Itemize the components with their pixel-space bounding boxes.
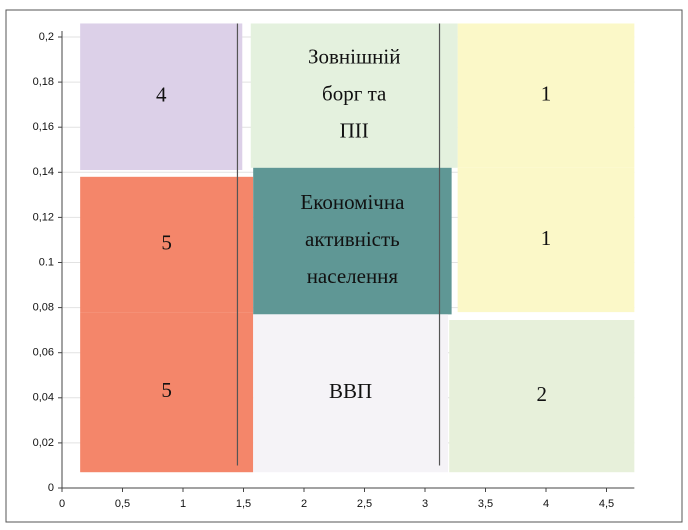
region <box>250 23 458 168</box>
region <box>253 167 452 315</box>
y-tick-label: 0,18 <box>33 76 54 88</box>
region-label: 1 <box>541 81 552 105</box>
region-label: Економічна <box>300 190 405 214</box>
region <box>80 312 254 473</box>
region <box>80 176 254 313</box>
region-label: борг та <box>322 81 387 105</box>
y-tick-label: 0,2 <box>39 31 54 43</box>
region <box>253 314 448 473</box>
region-label: населення <box>307 264 399 288</box>
x-tick-label: 4 <box>543 498 549 510</box>
y-tick-label: 0 <box>48 482 54 494</box>
y-tick-label: 0,12 <box>33 211 54 223</box>
y-tick-label: 0,16 <box>33 121 54 133</box>
y-tick-label: 0.1 <box>39 256 54 268</box>
region-label: ПІІ <box>340 118 369 142</box>
y-tick-label: 0,14 <box>33 166 54 178</box>
x-tick-label: 1,5 <box>236 498 251 510</box>
region-label: 5 <box>161 378 172 402</box>
region-label: 4 <box>156 83 167 107</box>
x-tick-label: 2,5 <box>357 498 372 510</box>
x-tick-label: 4,5 <box>599 498 614 510</box>
x-tick-label: 0,5 <box>115 498 130 510</box>
y-tick-label: 0,04 <box>33 392 54 404</box>
region <box>80 23 243 171</box>
x-tick-label: 0 <box>59 498 65 510</box>
region <box>449 320 635 473</box>
region-label: активність <box>305 227 400 251</box>
y-tick-label: 0,08 <box>33 302 54 314</box>
region <box>457 167 635 313</box>
x-tick-label: 1 <box>180 498 186 510</box>
x-tick-label: 2 <box>301 498 307 510</box>
region-label: 1 <box>541 226 552 250</box>
region-label: 5 <box>161 230 172 254</box>
x-tick-label: 3 <box>422 498 428 510</box>
region <box>457 23 635 168</box>
x-tick-label: 3,5 <box>478 498 493 510</box>
region-label: Зовнішній <box>308 44 401 68</box>
region-label: 2 <box>537 382 548 406</box>
region-label: ВВП <box>329 379 372 403</box>
y-tick-label: 0,06 <box>33 347 54 359</box>
y-tick-label: 0,02 <box>33 437 54 449</box>
